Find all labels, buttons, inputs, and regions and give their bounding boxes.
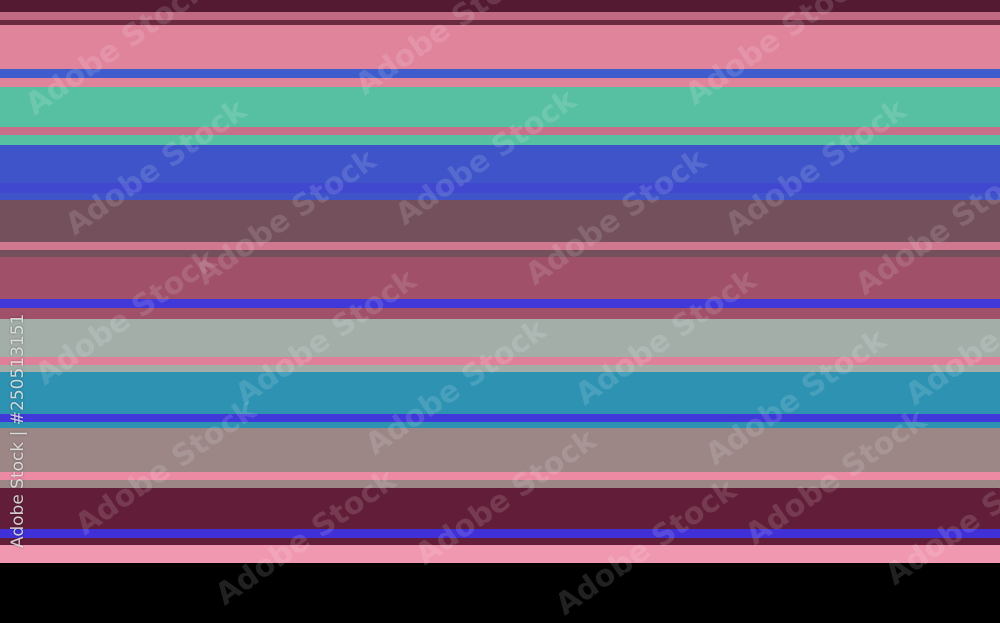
stripe bbox=[0, 365, 1000, 372]
stripe bbox=[0, 257, 1000, 299]
stock-id-label: Adobe Stock | #250513151 bbox=[8, 313, 28, 548]
stripe bbox=[0, 428, 1000, 472]
striped-background bbox=[0, 0, 1000, 563]
stripe bbox=[0, 135, 1000, 145]
stripe bbox=[0, 299, 1000, 308]
stripe bbox=[0, 529, 1000, 538]
stripe bbox=[0, 242, 1000, 250]
stripe bbox=[0, 12, 1000, 20]
stripe bbox=[0, 145, 1000, 183]
stripe bbox=[0, 69, 1000, 78]
stripe bbox=[0, 25, 1000, 69]
stripe bbox=[0, 193, 1000, 200]
stripe bbox=[0, 87, 1000, 127]
stripe bbox=[0, 545, 1000, 563]
stripe bbox=[0, 200, 1000, 242]
stripe bbox=[0, 480, 1000, 488]
stripe bbox=[0, 20, 1000, 25]
stripe bbox=[0, 422, 1000, 428]
stripe bbox=[0, 127, 1000, 135]
stripe bbox=[0, 250, 1000, 257]
stripe bbox=[0, 183, 1000, 193]
stripe bbox=[0, 319, 1000, 357]
stripe bbox=[0, 472, 1000, 480]
stripe bbox=[0, 488, 1000, 529]
stripe bbox=[0, 78, 1000, 87]
stripe bbox=[0, 372, 1000, 414]
stripe bbox=[0, 0, 1000, 12]
stripe bbox=[0, 357, 1000, 365]
stripe bbox=[0, 538, 1000, 545]
stripe bbox=[0, 308, 1000, 319]
stripe bbox=[0, 414, 1000, 422]
